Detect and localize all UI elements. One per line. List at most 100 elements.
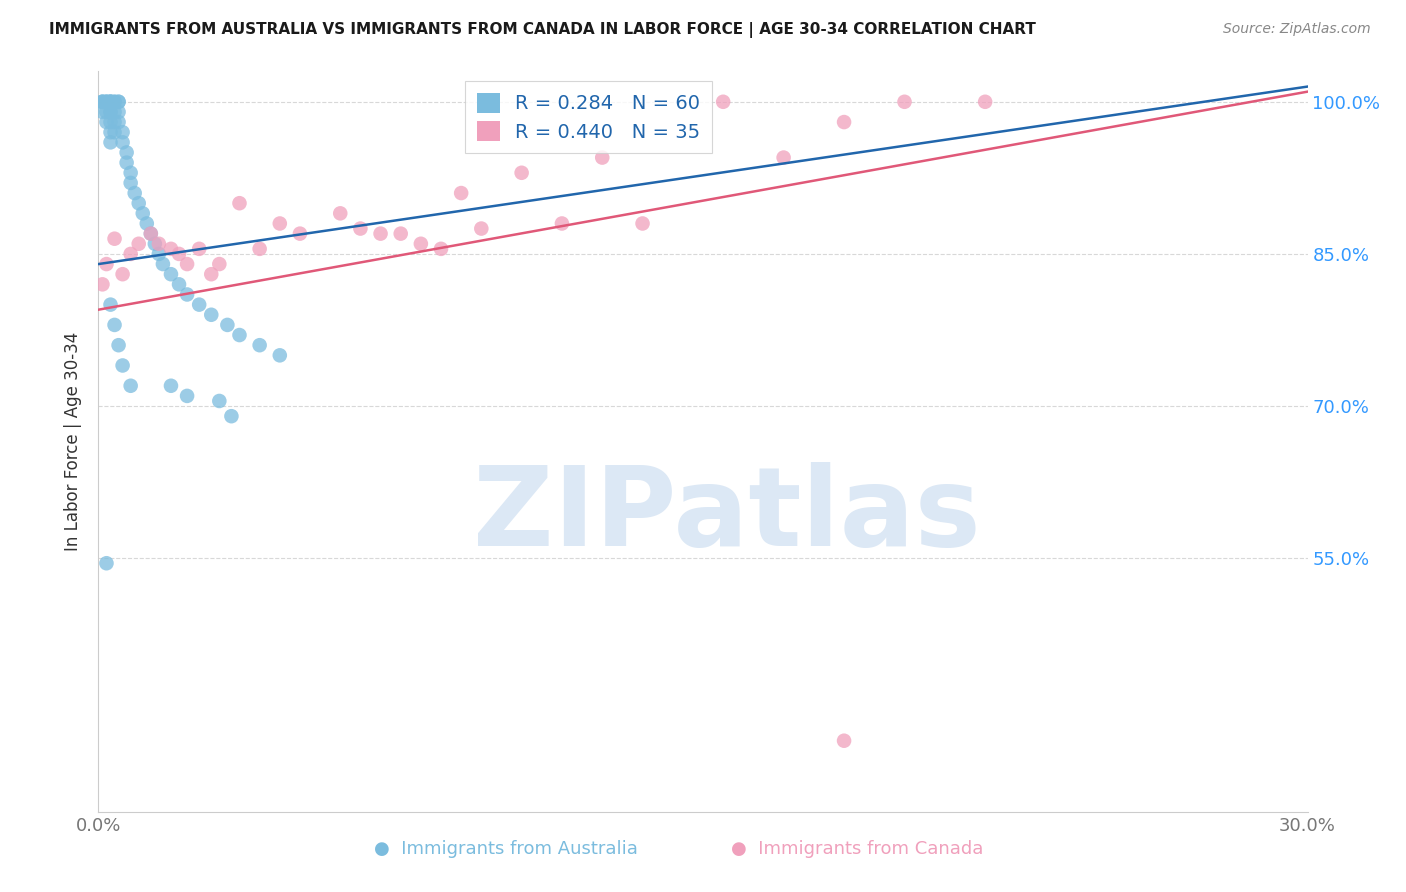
Point	[103, 318, 125, 332]
Point	[100, 136, 122, 150]
Point	[115, 155, 138, 169]
Point	[228, 196, 250, 211]
Point	[111, 359, 134, 373]
Point	[100, 95, 122, 109]
Point	[111, 136, 134, 150]
Point	[120, 176, 142, 190]
Point	[470, 221, 492, 235]
Text: Source: ZipAtlas.com: Source: ZipAtlas.com	[1223, 22, 1371, 37]
Point	[120, 166, 142, 180]
Text: ZIPatlas: ZIPatlas	[474, 462, 981, 569]
Point	[103, 104, 125, 119]
Point	[551, 217, 574, 231]
Point	[711, 95, 734, 109]
Point	[96, 556, 118, 570]
Point	[329, 206, 352, 220]
Point	[148, 236, 170, 251]
Point	[128, 236, 150, 251]
Point	[96, 104, 118, 119]
Point	[103, 115, 125, 129]
Point	[409, 236, 432, 251]
Point	[389, 227, 412, 241]
Point	[111, 267, 134, 281]
Point	[107, 95, 129, 109]
Point	[217, 318, 239, 332]
Point	[228, 328, 250, 343]
Y-axis label: In Labor Force | Age 30-34: In Labor Force | Age 30-34	[65, 332, 83, 551]
Point	[103, 95, 125, 109]
Point	[510, 166, 533, 180]
Point	[103, 232, 125, 246]
Point	[450, 186, 472, 200]
Text: IMMIGRANTS FROM AUSTRALIA VS IMMIGRANTS FROM CANADA IN LABOR FORCE | AGE 30-34 C: IMMIGRANTS FROM AUSTRALIA VS IMMIGRANTS …	[49, 22, 1036, 38]
Point	[96, 95, 118, 109]
Point	[135, 217, 157, 231]
Point	[96, 95, 118, 109]
Point	[91, 95, 114, 109]
Point	[91, 104, 114, 119]
Point	[249, 242, 271, 256]
Point	[103, 95, 125, 109]
Text: ●  Immigrants from Canada: ● Immigrants from Canada	[731, 840, 984, 858]
Point	[100, 104, 122, 119]
Point	[349, 221, 371, 235]
Point	[832, 115, 855, 129]
Point	[115, 145, 138, 160]
Point	[143, 236, 166, 251]
Point	[160, 267, 183, 281]
Point	[100, 95, 122, 109]
Point	[107, 115, 129, 129]
Point	[974, 95, 997, 109]
Point	[91, 95, 114, 109]
Point	[103, 125, 125, 139]
Point	[200, 308, 222, 322]
Point	[96, 115, 118, 129]
Point	[176, 389, 198, 403]
Point	[160, 242, 183, 256]
Point	[208, 257, 231, 271]
Point	[128, 196, 150, 211]
Point	[176, 257, 198, 271]
Point	[269, 348, 291, 362]
Point	[631, 217, 654, 231]
Point	[91, 277, 114, 292]
Point	[188, 298, 211, 312]
Point	[96, 257, 118, 271]
Point	[139, 227, 162, 241]
Point	[148, 247, 170, 261]
Point	[100, 95, 122, 109]
Point	[176, 287, 198, 301]
Point	[124, 186, 146, 200]
Point	[591, 151, 613, 165]
Text: ●  Immigrants from Australia: ● Immigrants from Australia	[374, 840, 638, 858]
Point	[772, 151, 794, 165]
Point	[100, 104, 122, 119]
Point	[200, 267, 222, 281]
Point	[91, 95, 114, 109]
Point	[132, 206, 155, 220]
Point	[370, 227, 392, 241]
Point	[107, 104, 129, 119]
Point	[208, 394, 231, 409]
Point	[152, 257, 174, 271]
Point	[120, 378, 142, 392]
Point	[160, 378, 183, 392]
Point	[288, 227, 311, 241]
Point	[167, 277, 190, 292]
Point	[100, 95, 122, 109]
Point	[893, 95, 915, 109]
Point	[188, 242, 211, 256]
Point	[167, 247, 190, 261]
Point	[430, 242, 453, 256]
Point	[249, 338, 271, 352]
Point	[269, 217, 291, 231]
Legend: R = 0.284   N = 60, R = 0.440   N = 35: R = 0.284 N = 60, R = 0.440 N = 35	[465, 81, 713, 153]
Point	[96, 95, 118, 109]
Point	[100, 125, 122, 139]
Point	[120, 247, 142, 261]
Point	[221, 409, 243, 424]
Point	[100, 298, 122, 312]
Point	[107, 338, 129, 352]
Point	[111, 125, 134, 139]
Point	[139, 227, 162, 241]
